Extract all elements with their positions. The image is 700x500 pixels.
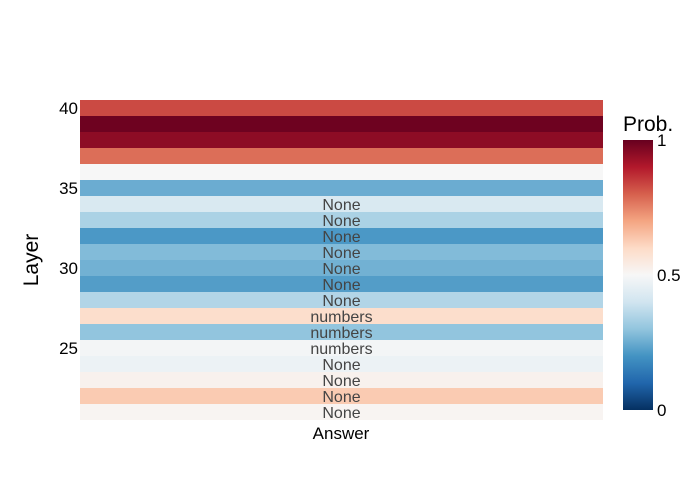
y-axis-title: Layer <box>20 234 43 287</box>
cell-label-layer-28: None <box>322 293 360 310</box>
cell-label-layer-33: None <box>322 213 360 230</box>
y-tick-25: 25 <box>59 339 78 358</box>
colorbar-ticks: 10.50 <box>657 131 681 420</box>
heatmap-cell-layer-30 <box>80 260 603 276</box>
heatmap-cell-layer-39 <box>80 116 603 132</box>
cell-label-layer-27: numbers <box>310 309 372 326</box>
cell-label-layer-21: None <box>322 405 360 422</box>
heatmap-cell-layer-35 <box>80 180 603 196</box>
heatmap-cell-layer-27 <box>80 308 603 324</box>
cell-label-layer-30: None <box>322 261 360 278</box>
cell-label-layer-31: None <box>322 245 360 262</box>
heatmap-cell-layer-23 <box>80 372 603 388</box>
cell-label-layer-22: None <box>322 389 360 406</box>
heatmap-cells <box>80 100 603 420</box>
heatmap-cell-layer-38 <box>80 132 603 148</box>
cell-label-layer-24: None <box>322 357 360 374</box>
heatmap-cell-labels: NoneNoneNoneNoneNoneNoneNonenumbersnumbe… <box>310 197 372 422</box>
y-tick-35: 35 <box>59 179 78 198</box>
heatmap-cell-layer-25 <box>80 340 603 356</box>
heatmap-cell-layer-34 <box>80 196 603 212</box>
colorbar-tick-0-5: 0.5 <box>657 266 681 285</box>
colorbar-tick-1: 1 <box>657 131 666 150</box>
colorbar-tick-0: 0 <box>657 401 666 420</box>
heatmap-cell-layer-21 <box>80 404 603 420</box>
heatmap-cell-layer-36 <box>80 164 603 180</box>
heatmap-cell-layer-26 <box>80 324 603 340</box>
x-axis-title: Answer <box>313 424 370 443</box>
cell-label-layer-32: None <box>322 229 360 246</box>
cell-label-layer-23: None <box>322 373 360 390</box>
colorbar-title: Prob. <box>623 113 673 136</box>
colorbar <box>623 140 653 410</box>
cell-label-layer-26: numbers <box>310 325 372 342</box>
heatmap-cell-layer-29 <box>80 276 603 292</box>
heatmap-cell-layer-22 <box>80 388 603 404</box>
y-tick-30: 30 <box>59 259 78 278</box>
cell-label-layer-25: numbers <box>310 341 372 358</box>
heatmap-cell-layer-24 <box>80 356 603 372</box>
y-axis-ticks: 40 35 30 25 <box>59 99 78 358</box>
heatmap-cell-layer-31 <box>80 244 603 260</box>
heatmap-cell-layer-37 <box>80 148 603 164</box>
heatmap-cell-layer-32 <box>80 228 603 244</box>
cell-label-layer-29: None <box>322 277 360 294</box>
heatmap-cell-layer-28 <box>80 292 603 308</box>
y-tick-40: 40 <box>59 99 78 118</box>
cell-label-layer-34: None <box>322 197 360 214</box>
heatmap-cell-layer-33 <box>80 212 603 228</box>
heatmap-cell-layer-40 <box>80 100 603 116</box>
